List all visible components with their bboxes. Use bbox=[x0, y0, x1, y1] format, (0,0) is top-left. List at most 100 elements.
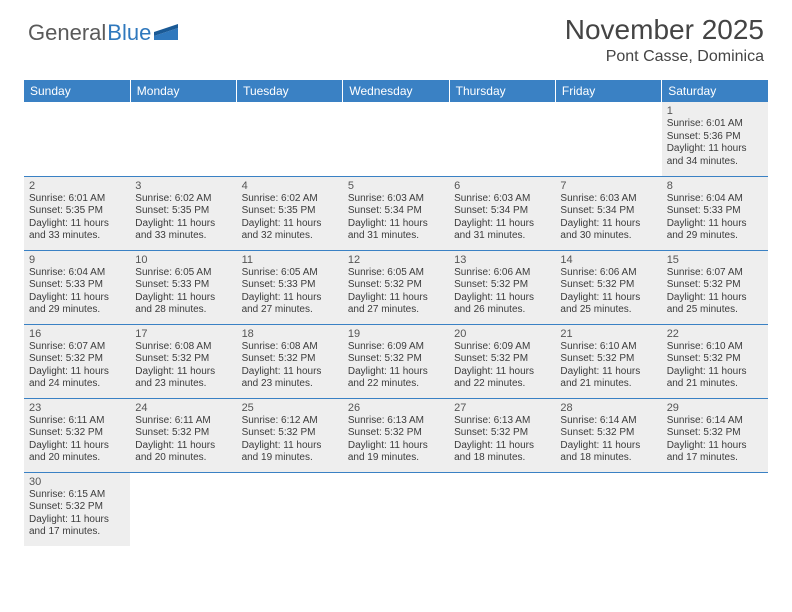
header: GeneralBlue November 2025 Pont Casse, Do… bbox=[0, 0, 792, 72]
calendar-cell: 5Sunrise: 6:03 AMSunset: 5:34 PMDaylight… bbox=[343, 176, 449, 250]
sunset-line: Sunset: 5:32 PM bbox=[135, 353, 231, 366]
daylight-line: Daylight: 11 hours and 17 minutes. bbox=[667, 440, 763, 465]
month-title: November 2025 bbox=[565, 14, 764, 46]
daylight-line: Daylight: 11 hours and 21 minutes. bbox=[667, 366, 763, 391]
sunset-line: Sunset: 5:32 PM bbox=[348, 279, 444, 292]
calendar-cell: 9Sunrise: 6:04 AMSunset: 5:33 PMDaylight… bbox=[24, 250, 130, 324]
sunrise-line: Sunrise: 6:10 AM bbox=[560, 341, 656, 354]
day-number: 29 bbox=[667, 402, 763, 414]
sunset-line: Sunset: 5:32 PM bbox=[667, 279, 763, 292]
weekday-header: Tuesday bbox=[237, 80, 343, 102]
sunset-line: Sunset: 5:32 PM bbox=[29, 353, 125, 366]
sunset-line: Sunset: 5:35 PM bbox=[29, 205, 125, 218]
sunset-line: Sunset: 5:34 PM bbox=[348, 205, 444, 218]
calendar-cell: 8Sunrise: 6:04 AMSunset: 5:33 PMDaylight… bbox=[662, 176, 768, 250]
sunset-line: Sunset: 5:32 PM bbox=[560, 279, 656, 292]
daylight-line: Daylight: 11 hours and 17 minutes. bbox=[29, 514, 125, 539]
sunrise-line: Sunrise: 6:03 AM bbox=[348, 193, 444, 206]
calendar-cell: 4Sunrise: 6:02 AMSunset: 5:35 PMDaylight… bbox=[237, 176, 343, 250]
calendar-cell: 25Sunrise: 6:12 AMSunset: 5:32 PMDayligh… bbox=[237, 398, 343, 472]
weekday-header-row: Sunday Monday Tuesday Wednesday Thursday… bbox=[24, 80, 768, 102]
daylight-line: Daylight: 11 hours and 28 minutes. bbox=[135, 292, 231, 317]
day-number: 16 bbox=[29, 328, 125, 340]
location: Pont Casse, Dominica bbox=[565, 48, 764, 66]
day-number: 26 bbox=[348, 402, 444, 414]
daylight-line: Daylight: 11 hours and 20 minutes. bbox=[135, 440, 231, 465]
calendar-cell: 16Sunrise: 6:07 AMSunset: 5:32 PMDayligh… bbox=[24, 324, 130, 398]
calendar-cell bbox=[343, 102, 449, 176]
weekday-header: Monday bbox=[130, 80, 236, 102]
sunrise-line: Sunrise: 6:09 AM bbox=[454, 341, 550, 354]
calendar-cell bbox=[662, 472, 768, 546]
calendar-cell: 13Sunrise: 6:06 AMSunset: 5:32 PMDayligh… bbox=[449, 250, 555, 324]
day-number: 2 bbox=[29, 180, 125, 192]
daylight-line: Daylight: 11 hours and 31 minutes. bbox=[348, 218, 444, 243]
calendar-row: 9Sunrise: 6:04 AMSunset: 5:33 PMDaylight… bbox=[24, 250, 768, 324]
calendar-cell bbox=[237, 472, 343, 546]
day-number: 24 bbox=[135, 402, 231, 414]
day-number: 11 bbox=[242, 254, 338, 266]
day-number: 23 bbox=[29, 402, 125, 414]
calendar-cell: 23Sunrise: 6:11 AMSunset: 5:32 PMDayligh… bbox=[24, 398, 130, 472]
sunrise-line: Sunrise: 6:05 AM bbox=[242, 267, 338, 280]
daylight-line: Daylight: 11 hours and 23 minutes. bbox=[242, 366, 338, 391]
sunrise-line: Sunrise: 6:14 AM bbox=[560, 415, 656, 428]
sunset-line: Sunset: 5:33 PM bbox=[667, 205, 763, 218]
daylight-line: Daylight: 11 hours and 29 minutes. bbox=[29, 292, 125, 317]
sunrise-line: Sunrise: 6:07 AM bbox=[667, 267, 763, 280]
daylight-line: Daylight: 11 hours and 27 minutes. bbox=[242, 292, 338, 317]
day-number: 9 bbox=[29, 254, 125, 266]
calendar-cell: 26Sunrise: 6:13 AMSunset: 5:32 PMDayligh… bbox=[343, 398, 449, 472]
sunrise-line: Sunrise: 6:01 AM bbox=[667, 118, 763, 131]
sunrise-line: Sunrise: 6:08 AM bbox=[242, 341, 338, 354]
sunset-line: Sunset: 5:34 PM bbox=[454, 205, 550, 218]
sunrise-line: Sunrise: 6:11 AM bbox=[135, 415, 231, 428]
daylight-line: Daylight: 11 hours and 30 minutes. bbox=[560, 218, 656, 243]
daylight-line: Daylight: 11 hours and 22 minutes. bbox=[454, 366, 550, 391]
weekday-header: Thursday bbox=[449, 80, 555, 102]
calendar-cell: 11Sunrise: 6:05 AMSunset: 5:33 PMDayligh… bbox=[237, 250, 343, 324]
calendar-cell: 1Sunrise: 6:01 AMSunset: 5:36 PMDaylight… bbox=[662, 102, 768, 176]
calendar-cell: 15Sunrise: 6:07 AMSunset: 5:32 PMDayligh… bbox=[662, 250, 768, 324]
day-number: 10 bbox=[135, 254, 231, 266]
daylight-line: Daylight: 11 hours and 25 minutes. bbox=[560, 292, 656, 317]
daylight-line: Daylight: 11 hours and 33 minutes. bbox=[135, 218, 231, 243]
sunset-line: Sunset: 5:35 PM bbox=[135, 205, 231, 218]
sunset-line: Sunset: 5:32 PM bbox=[348, 427, 444, 440]
calendar-cell: 12Sunrise: 6:05 AMSunset: 5:32 PMDayligh… bbox=[343, 250, 449, 324]
logo-flag-icon bbox=[154, 24, 178, 40]
sunrise-line: Sunrise: 6:06 AM bbox=[454, 267, 550, 280]
calendar-cell bbox=[343, 472, 449, 546]
logo-text-2: Blue bbox=[107, 20, 151, 46]
sunrise-line: Sunrise: 6:03 AM bbox=[454, 193, 550, 206]
calendar-row: 1Sunrise: 6:01 AMSunset: 5:36 PMDaylight… bbox=[24, 102, 768, 176]
sunrise-line: Sunrise: 6:02 AM bbox=[135, 193, 231, 206]
daylight-line: Daylight: 11 hours and 23 minutes. bbox=[135, 366, 231, 391]
day-number: 20 bbox=[454, 328, 550, 340]
calendar-cell: 27Sunrise: 6:13 AMSunset: 5:32 PMDayligh… bbox=[449, 398, 555, 472]
calendar-cell: 7Sunrise: 6:03 AMSunset: 5:34 PMDaylight… bbox=[555, 176, 661, 250]
title-block: November 2025 Pont Casse, Dominica bbox=[565, 14, 764, 66]
calendar-cell: 28Sunrise: 6:14 AMSunset: 5:32 PMDayligh… bbox=[555, 398, 661, 472]
calendar-cell: 21Sunrise: 6:10 AMSunset: 5:32 PMDayligh… bbox=[555, 324, 661, 398]
sunrise-line: Sunrise: 6:12 AM bbox=[242, 415, 338, 428]
sunset-line: Sunset: 5:35 PM bbox=[242, 205, 338, 218]
day-number: 15 bbox=[667, 254, 763, 266]
daylight-line: Daylight: 11 hours and 19 minutes. bbox=[348, 440, 444, 465]
sunrise-line: Sunrise: 6:09 AM bbox=[348, 341, 444, 354]
weekday-header: Sunday bbox=[24, 80, 130, 102]
daylight-line: Daylight: 11 hours and 34 minutes. bbox=[667, 143, 763, 168]
daylight-line: Daylight: 11 hours and 22 minutes. bbox=[348, 366, 444, 391]
day-number: 19 bbox=[348, 328, 444, 340]
daylight-line: Daylight: 11 hours and 18 minutes. bbox=[454, 440, 550, 465]
calendar-cell bbox=[130, 102, 236, 176]
sunset-line: Sunset: 5:32 PM bbox=[454, 279, 550, 292]
day-number: 12 bbox=[348, 254, 444, 266]
calendar-cell bbox=[555, 472, 661, 546]
sunset-line: Sunset: 5:32 PM bbox=[29, 427, 125, 440]
logo: GeneralBlue bbox=[28, 20, 178, 46]
day-number: 5 bbox=[348, 180, 444, 192]
calendar-cell: 6Sunrise: 6:03 AMSunset: 5:34 PMDaylight… bbox=[449, 176, 555, 250]
calendar-cell: 17Sunrise: 6:08 AMSunset: 5:32 PMDayligh… bbox=[130, 324, 236, 398]
weekday-header: Saturday bbox=[662, 80, 768, 102]
